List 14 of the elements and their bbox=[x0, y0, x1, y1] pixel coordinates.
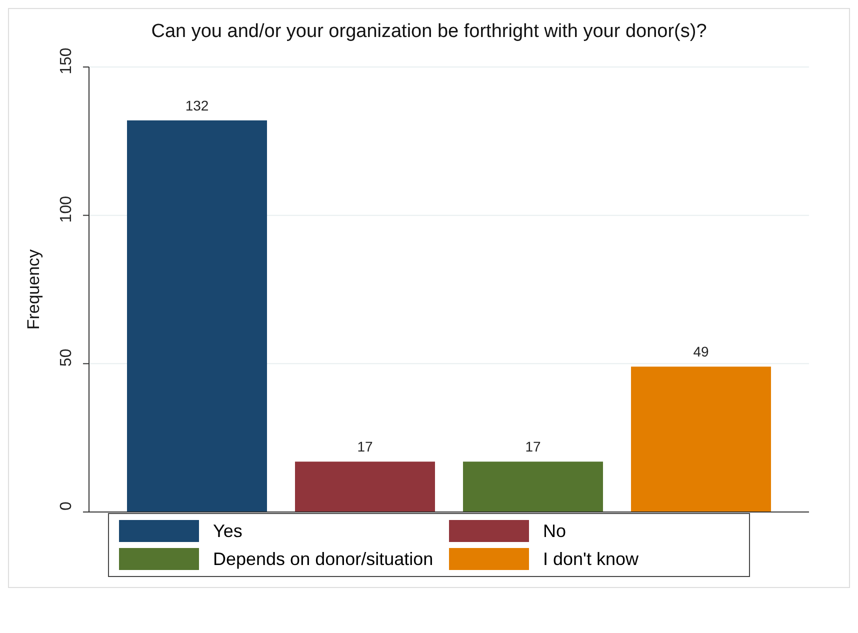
data-label: 132 bbox=[185, 97, 209, 114]
legend-label: No bbox=[543, 520, 566, 542]
data-label: 49 bbox=[693, 344, 709, 360]
legend-label: Depends on donor/situation bbox=[213, 548, 434, 570]
data-label: 17 bbox=[357, 438, 373, 455]
y-tick-label: 150 bbox=[58, 48, 75, 74]
legend-label: Yes bbox=[213, 520, 242, 542]
y-tick-label: 100 bbox=[58, 196, 75, 223]
y-axis-title: Frequency bbox=[24, 248, 44, 330]
y-tick-label: 0 bbox=[58, 501, 75, 510]
chart-title: Can you and/or your organization be forthright with your donor(s)? bbox=[150, 21, 708, 43]
legend-label: I don't know bbox=[543, 548, 638, 570]
data-label: 17 bbox=[525, 438, 541, 455]
y-tick-label: 50 bbox=[58, 348, 75, 367]
